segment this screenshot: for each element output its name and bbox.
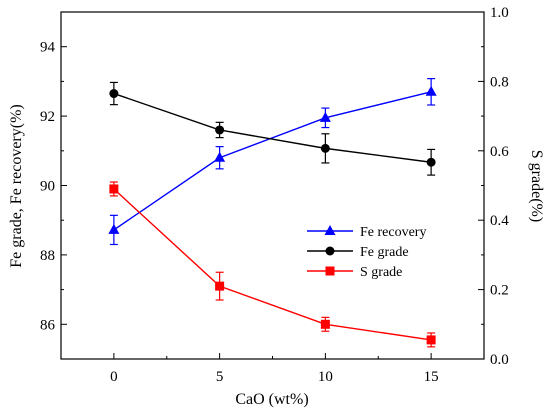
fe-grade-point [320, 143, 330, 153]
fe-recovery-point [319, 111, 331, 122]
legend-fe-recovery-label: Fe recovery [360, 225, 426, 240]
fe-grade-point [215, 125, 225, 135]
legend-s-grade-label: S grade [360, 265, 402, 280]
fe-grade-series [109, 81, 436, 176]
x-tick-label: 5 [216, 369, 224, 385]
legend-fe-grade-marker [325, 246, 335, 256]
left-y-tick-label: 88 [40, 248, 55, 264]
right-y-tick-label: 0.2 [490, 283, 509, 299]
right-y-axis-label: S grade(%) [528, 150, 545, 222]
x-axis-ticks: 0 5 10 15 [60, 353, 485, 385]
right-y-tick-label: 0.6 [490, 144, 509, 160]
legend: Fe recovery Fe grade S grade [307, 225, 426, 280]
x-tick-label: 10 [318, 369, 333, 385]
s-grade-series [109, 181, 436, 348]
fe-recovery-point [425, 85, 437, 96]
fe-grade-point [426, 157, 436, 167]
fe-grade-point [109, 89, 119, 99]
fe-recovery-point [108, 223, 120, 234]
series-layer [108, 78, 437, 348]
left-y-tick-label: 94 [40, 40, 56, 56]
legend-s-grade-marker [325, 266, 335, 276]
fe-recovery-point [214, 151, 226, 162]
fe-recovery-series [108, 78, 437, 246]
legend-fe-grade-label: Fe grade [360, 245, 409, 260]
left-y-tick-label: 86 [40, 317, 56, 333]
plot-frame [60, 11, 485, 360]
x-tick-label: 15 [424, 369, 439, 385]
left-y-tick-label: 90 [40, 179, 55, 195]
x-axis-label: CaO (wt%) [235, 391, 308, 408]
s-grade-point [320, 319, 330, 329]
fe-grade-line [113, 92, 432, 163]
right-y-tick-label: 0.0 [490, 352, 509, 368]
legend-fe-recovery-marker [324, 225, 336, 235]
right-y-tick-label: 0.8 [490, 74, 509, 90]
s-grade-point [109, 184, 119, 194]
left-y-axis-ticks: 86 88 90 92 94 [40, 11, 67, 360]
left-y-axis-label: Fe grade, Fe recovery(%) [8, 104, 25, 267]
s-grade-point [426, 335, 436, 345]
right-y-tick-label: 0.4 [490, 213, 509, 229]
x-tick-label: 0 [110, 369, 118, 385]
left-y-tick-label: 92 [40, 109, 55, 125]
right-y-tick-label: 1.0 [490, 5, 509, 21]
right-y-axis-ticks: 0.0 0.2 0.4 0.6 0.8 1.0 [478, 5, 509, 368]
s-grade-line [113, 188, 432, 341]
s-grade-point [215, 281, 225, 291]
fe-recovery-line [113, 91, 432, 231]
